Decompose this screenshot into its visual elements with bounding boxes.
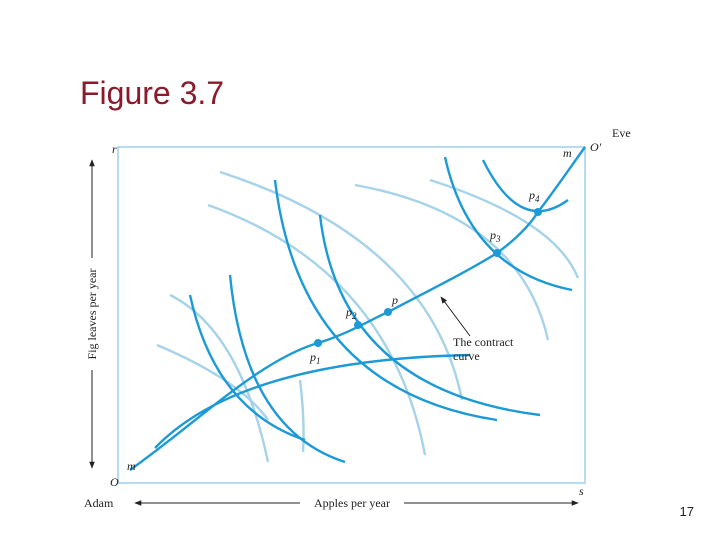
contract-curve: [129, 146, 586, 471]
owner-label: Adam: [84, 496, 114, 510]
annotation: The contract: [453, 335, 514, 349]
annotation: curve: [453, 349, 480, 363]
annotation-arrow: [440, 296, 471, 337]
point-label: p1: [309, 350, 321, 366]
x-axis-label: Apples per year: [314, 496, 390, 510]
edgeworth-box: [117, 146, 586, 484]
point-label: p: [391, 293, 398, 307]
owner-label: Eve: [612, 126, 631, 140]
y-axis-label: Fig leaves per year: [85, 269, 99, 360]
box-label: m: [563, 146, 572, 160]
label-bg: [300, 494, 404, 510]
slide-title: Figure 3.7: [80, 75, 224, 111]
page-number: 17: [680, 504, 694, 519]
label-bg: [84, 258, 100, 370]
box-label: O′: [590, 140, 602, 154]
point-label: p2: [345, 305, 357, 321]
indifference-curves: [154, 156, 580, 464]
box-label: O: [110, 475, 119, 489]
point-label: p3: [489, 228, 501, 244]
box-label: r: [112, 142, 117, 156]
box-label: s: [579, 484, 584, 498]
point-label: p4: [528, 188, 540, 204]
points: [314, 208, 542, 347]
box-label: m: [127, 459, 136, 473]
